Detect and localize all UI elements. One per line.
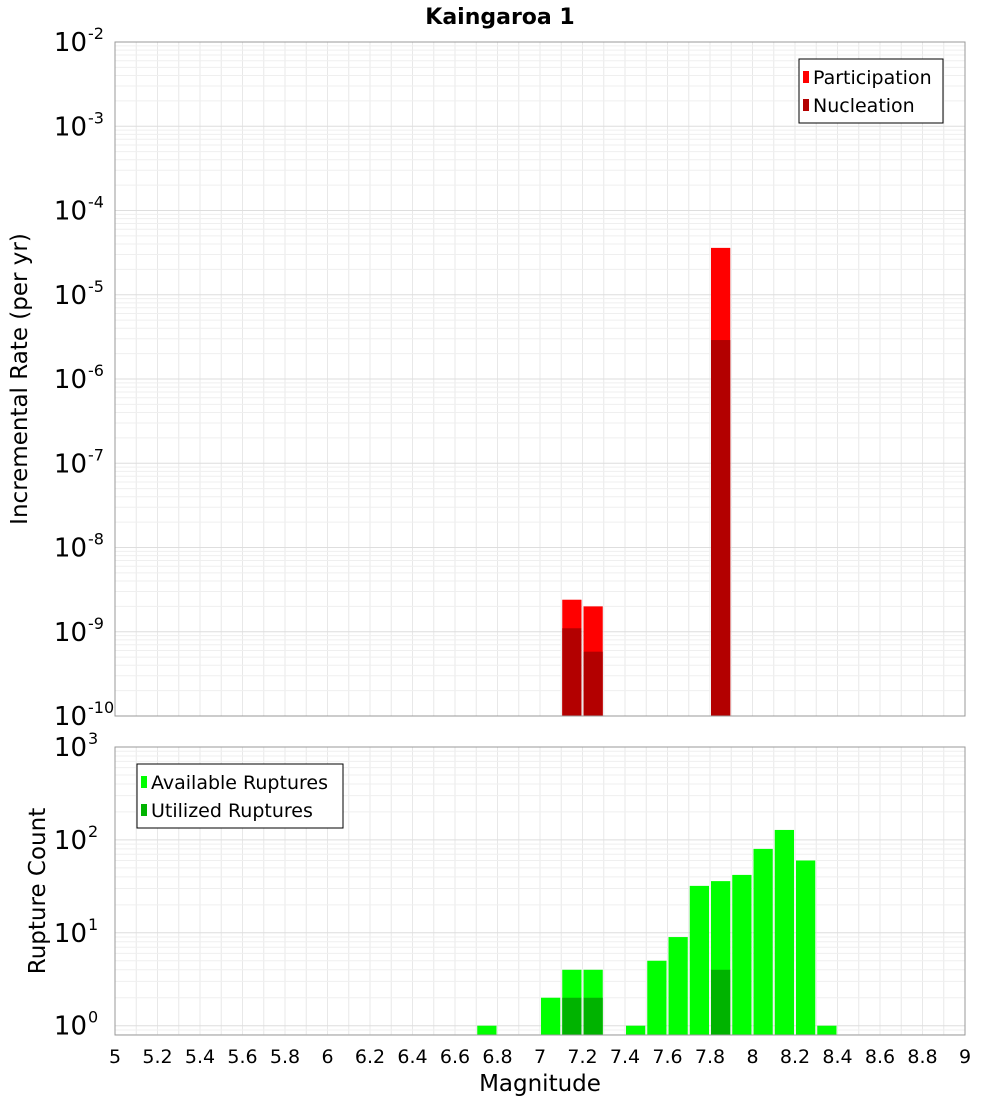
x-tick-label: 8.8 bbox=[907, 1046, 937, 1068]
legend: Available Ruptures Utilized Ruptures bbox=[136, 763, 344, 829]
bar-available-ruptures bbox=[647, 960, 667, 1035]
y-tick-exponent: -5 bbox=[88, 277, 104, 296]
legend-swatch bbox=[803, 99, 809, 111]
y-tick-label: 10 bbox=[54, 197, 87, 227]
legend-label: Utilized Ruptures bbox=[151, 800, 313, 822]
y-tick-label: 10 bbox=[54, 112, 87, 142]
legend-label: Nucleation bbox=[813, 95, 915, 117]
bar-utilized-ruptures bbox=[583, 997, 603, 1035]
bar-available-ruptures bbox=[477, 1025, 497, 1035]
y-tick-exponent: 2 bbox=[88, 822, 98, 841]
x-tick-label: 6 bbox=[321, 1046, 333, 1068]
x-tick-label: 8 bbox=[746, 1046, 758, 1068]
legend-swatch bbox=[141, 776, 147, 788]
x-tick-label: 5.8 bbox=[270, 1046, 300, 1068]
y-axis-label: Incremental Rate (per yr) bbox=[7, 233, 33, 525]
bar-available-ruptures bbox=[732, 874, 752, 1035]
bar-available-ruptures bbox=[668, 937, 688, 1035]
x-tick-label: 9 bbox=[959, 1046, 971, 1068]
y-tick-exponent: -9 bbox=[88, 614, 104, 633]
x-tick-label: 6.2 bbox=[355, 1046, 385, 1068]
legend-box bbox=[798, 58, 944, 124]
bars bbox=[477, 829, 837, 1035]
x-tick-label: 6.6 bbox=[440, 1046, 470, 1068]
y-tick-label: 10 bbox=[54, 365, 87, 395]
y-tick-label: 10 bbox=[54, 534, 87, 564]
bar-nucleation bbox=[562, 628, 582, 716]
chart-title: Kaingaroa 1 bbox=[425, 5, 574, 30]
plot-border bbox=[114, 746, 966, 1036]
y-tick-label: 10 bbox=[54, 919, 87, 949]
y-tick-exponent: -7 bbox=[88, 445, 104, 464]
y-axis-label: Rupture Count bbox=[25, 808, 51, 974]
y-tick-label: 10 bbox=[54, 1012, 87, 1042]
y-tick-label: 10 bbox=[54, 826, 87, 856]
legend-swatch bbox=[141, 804, 147, 816]
bar-available-ruptures bbox=[753, 848, 773, 1035]
y-tick-label: 10 bbox=[54, 28, 87, 58]
y-tick-exponent: -6 bbox=[88, 361, 104, 380]
x-tick-label: 7.2 bbox=[567, 1046, 597, 1068]
y-tick-exponent: 3 bbox=[88, 729, 98, 748]
y-tick-exponent: -4 bbox=[88, 193, 104, 212]
x-tick-label: 6.4 bbox=[397, 1046, 427, 1068]
y-tick-exponent: 1 bbox=[88, 915, 98, 934]
x-tick-label: 5 bbox=[109, 1046, 121, 1068]
legend-swatch bbox=[803, 71, 809, 83]
x-tick-label: 5.4 bbox=[185, 1046, 215, 1068]
x-tick-label: 8.2 bbox=[780, 1046, 810, 1068]
bar-nucleation bbox=[711, 340, 731, 716]
legend-label: Available Ruptures bbox=[151, 772, 328, 794]
x-tick-label: 7 bbox=[534, 1046, 546, 1068]
bar-available-ruptures bbox=[626, 1025, 646, 1035]
plot-border bbox=[114, 41, 966, 717]
x-axis-label: Magnitude bbox=[479, 1071, 601, 1097]
bar-nucleation bbox=[583, 651, 603, 716]
x-tick-label: 7.6 bbox=[652, 1046, 682, 1068]
y-tick-label: 10 bbox=[54, 449, 87, 479]
bar-utilized-ruptures bbox=[711, 969, 731, 1035]
x-tick-label: 8.6 bbox=[865, 1046, 895, 1068]
grid bbox=[114, 42, 966, 717]
bar-available-ruptures bbox=[796, 860, 816, 1035]
bar-available-ruptures bbox=[774, 829, 794, 1035]
y-tick-label: 10 bbox=[54, 702, 87, 732]
y-tick-exponent: -3 bbox=[88, 108, 104, 127]
bar-utilized-ruptures bbox=[562, 997, 582, 1035]
y-tick-exponent: 0 bbox=[88, 1008, 98, 1027]
legend-label: Participation bbox=[813, 67, 932, 89]
bar-available-ruptures bbox=[541, 997, 561, 1035]
legend-box bbox=[136, 763, 344, 829]
y-tick-exponent: -2 bbox=[88, 24, 104, 43]
y-tick-exponent: -10 bbox=[88, 698, 114, 717]
x-tick-label: 8.4 bbox=[822, 1046, 852, 1068]
bar-available-ruptures bbox=[689, 885, 709, 1035]
x-tick-label: 6.8 bbox=[482, 1046, 512, 1068]
y-tick-exponent: -8 bbox=[88, 530, 104, 549]
y-tick-label: 10 bbox=[54, 618, 87, 648]
y-tick-label: 10 bbox=[54, 733, 87, 763]
x-tick-label: 7.8 bbox=[695, 1046, 725, 1068]
x-tick-label: 5.2 bbox=[142, 1046, 172, 1068]
legend: Participation Nucleation bbox=[798, 58, 944, 124]
x-tick-label: 5.6 bbox=[227, 1046, 257, 1068]
bars bbox=[562, 247, 731, 716]
bar-available-ruptures bbox=[817, 1025, 837, 1035]
x-tick-label: 7.4 bbox=[610, 1046, 640, 1068]
y-tick-label: 10 bbox=[54, 281, 87, 311]
